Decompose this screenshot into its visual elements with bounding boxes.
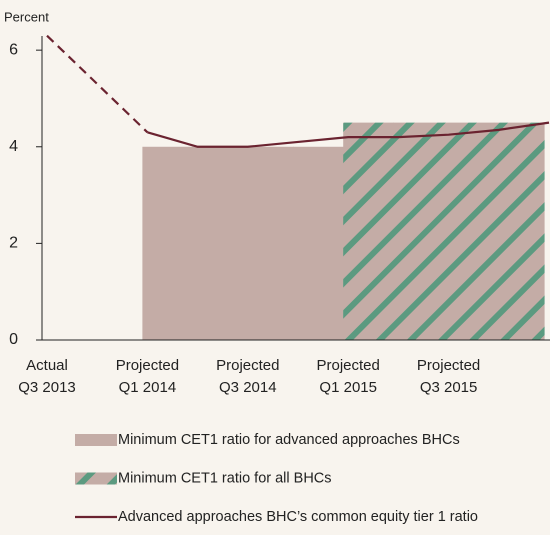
x-tick-label: Actual (26, 357, 68, 374)
line (147, 121, 550, 148)
x-tick-label: Q1 2015 (319, 379, 377, 396)
bar (242, 146, 294, 340)
y-tick-label: 2 (9, 235, 18, 252)
x-tick-label: Q3 2015 (420, 379, 478, 396)
legend-label: Minimum CET1 ratio for all BHCs (118, 470, 332, 486)
bar (493, 122, 545, 340)
bar (443, 122, 495, 340)
bar (343, 122, 394, 340)
legend-swatch (75, 472, 117, 485)
y-tick-label: 4 (9, 138, 18, 155)
legend-label: Advanced approaches BHC’s common equity … (118, 509, 478, 525)
x-tick-label: Projected (216, 357, 279, 374)
bar (142, 146, 194, 340)
bar (293, 146, 344, 340)
legend-swatch (75, 434, 117, 446)
y-tick-label: 6 (9, 41, 18, 58)
x-tick-label: Q1 2014 (119, 379, 177, 396)
bar (393, 122, 445, 340)
y-tick-label: 0 (9, 331, 18, 348)
line-dashed (46, 34, 149, 134)
y-axis-label: Percent (4, 9, 49, 24)
bar (192, 146, 244, 340)
x-tick-label: Q3 2014 (219, 379, 277, 396)
x-tick-label: Projected (116, 357, 179, 374)
x-tick-label: Projected (417, 357, 480, 374)
legend-label: Minimum CET1 ratio for advanced approach… (118, 432, 460, 448)
x-tick-label: Projected (317, 357, 380, 374)
x-tick-label: Q3 2013 (18, 379, 76, 396)
